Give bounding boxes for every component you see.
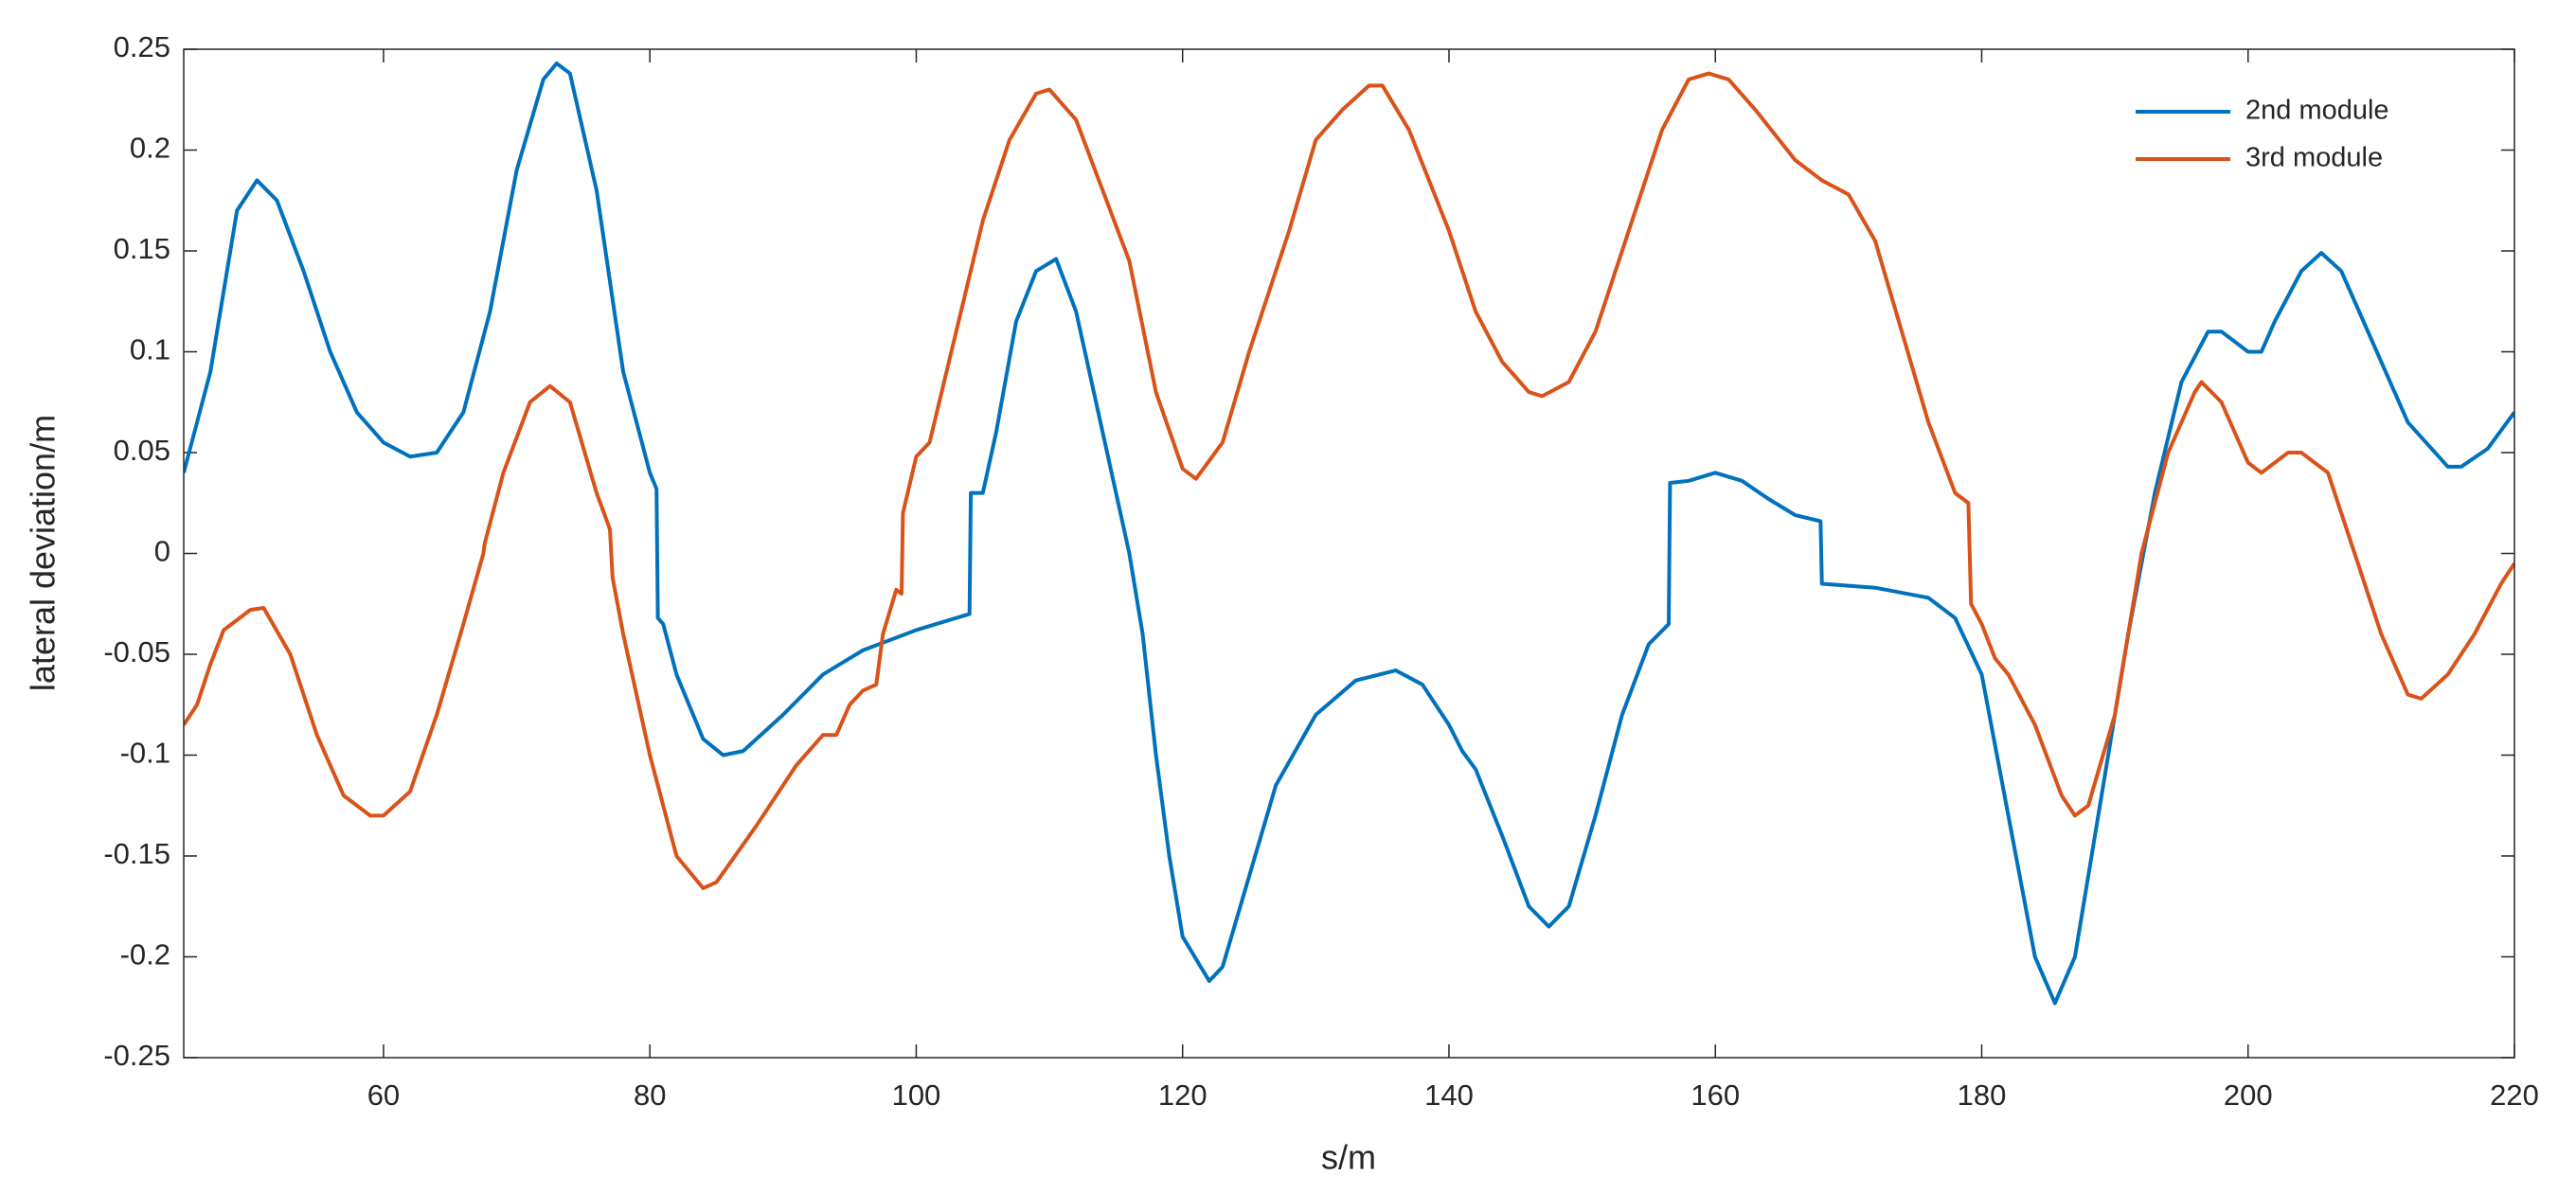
x-tick-label: 80 <box>634 1078 666 1112</box>
x-tick-label: 220 <box>2490 1078 2539 1112</box>
y-tick-label: -0.05 <box>103 635 170 668</box>
y-tick-label: 0.2 <box>130 132 170 165</box>
x-tick-label: 200 <box>2224 1078 2273 1112</box>
legend-text: 3rd module <box>2245 143 2383 173</box>
legend-text: 2nd module <box>2245 96 2389 126</box>
y-tick-label: 0.05 <box>114 434 170 467</box>
x-tick-label: 100 <box>892 1078 941 1112</box>
data-line <box>184 71 2514 891</box>
x-tick-label: 160 <box>1690 1078 1740 1112</box>
x-tick-label: 120 <box>1158 1078 1208 1112</box>
y-tick-label: -0.15 <box>103 837 170 870</box>
y-axis-label: lateral deviation/m <box>24 415 63 691</box>
y-tick-label: 0.25 <box>114 30 170 63</box>
y-tick-label: -0.1 <box>120 737 170 770</box>
data-line <box>184 61 2514 1006</box>
x-tick-label: 60 <box>367 1078 400 1112</box>
y-tick-label: -0.25 <box>103 1039 170 1072</box>
y-tick-label: 0.1 <box>130 333 170 366</box>
y-tick-label: 0 <box>154 535 170 568</box>
x-tick-label: 180 <box>1958 1078 2007 1112</box>
x-axis-label: s/m <box>1321 1138 1376 1177</box>
y-tick-label: 0.15 <box>114 232 170 265</box>
x-tick-label: 140 <box>1424 1078 1474 1112</box>
y-tick-label: -0.2 <box>120 938 170 971</box>
plot-frame <box>183 48 2515 1059</box>
